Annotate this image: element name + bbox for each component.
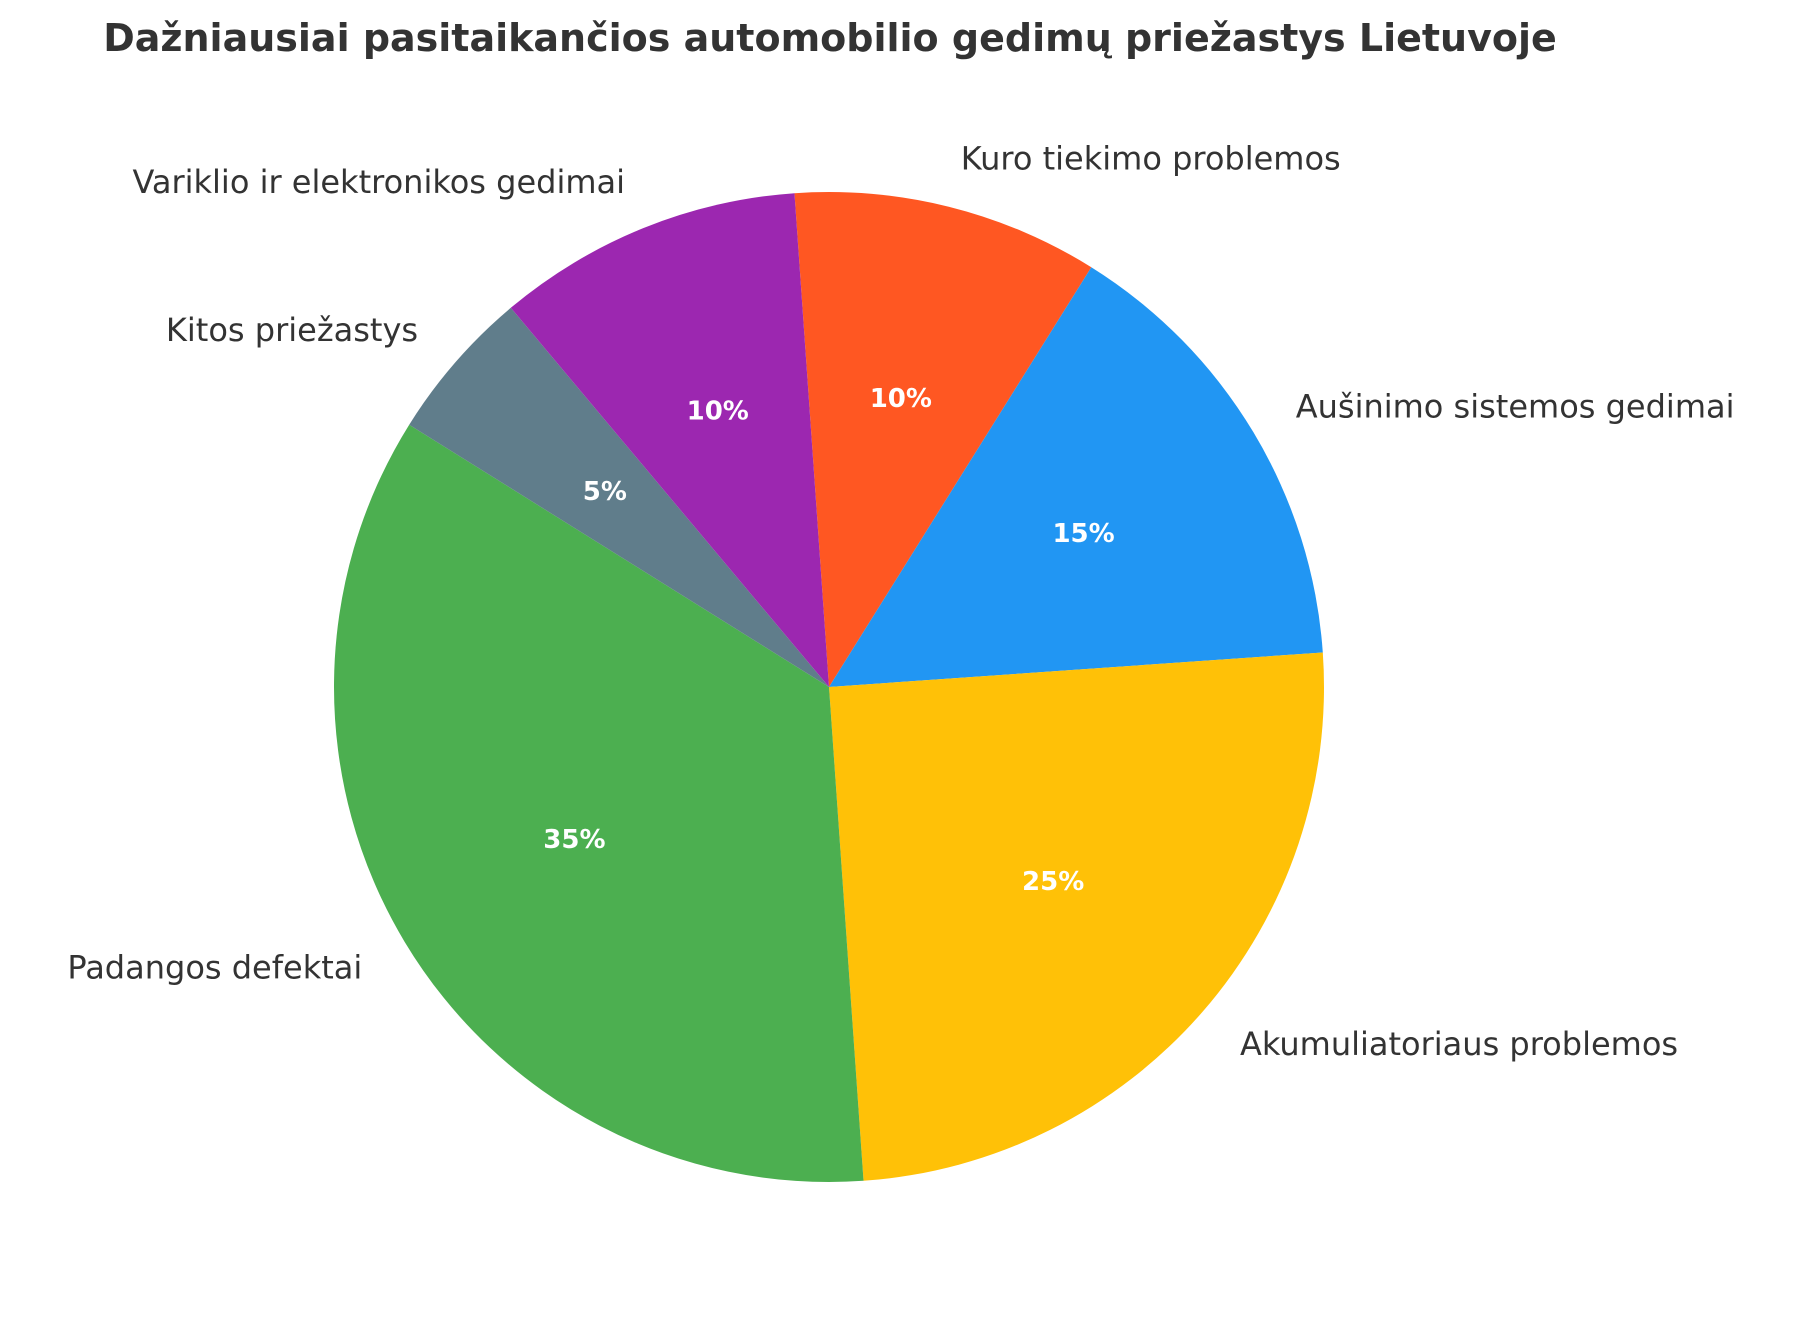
slice-label-variklio-ir-elektronikos-gedimai: Variklio ir elektronikos gedimai bbox=[132, 163, 625, 201]
pie-slice-kitos-priezastys bbox=[409, 307, 829, 687]
pie-slice-variklio-ir-elektronikos-gedimai bbox=[510, 193, 829, 687]
pie-slices bbox=[333, 192, 1324, 1183]
slice-label-padangos-defektai: Padangos defektai bbox=[67, 948, 362, 986]
pie-slice-padangos-defektai bbox=[333, 424, 864, 1183]
percent-label-kuro-tiekimo-problemos: 10% bbox=[870, 384, 932, 414]
slice-label-kitos-priezastys: Kitos priežastys bbox=[166, 311, 418, 349]
chart-title: Dažniausiai pasitaikančios automobilio g… bbox=[103, 16, 1557, 60]
percent-labels: 10% 15% 25% 35% 5% 10% bbox=[543, 384, 1114, 897]
percent-label-kitos-priezastys: 5% bbox=[583, 477, 627, 507]
pie-slice-ausinimo-sistemos-gedimai bbox=[829, 267, 1323, 687]
slice-label-ausinimo-sistemos-gedimai: Aušinimo sistemos gedimai bbox=[1296, 388, 1735, 426]
slice-label-kuro-tiekimo-problemos: Kuro tiekimo problemos bbox=[961, 140, 1341, 178]
pie-slice-akumuliatoriaus-problemos bbox=[829, 652, 1324, 1181]
slice-labels: Kuro tiekimo problemos Aušinimo sistemos … bbox=[67, 140, 1734, 1064]
pie-slice-kuro-tiekimo-problemos bbox=[794, 192, 1092, 687]
percent-label-akumuliatoriaus-problemos: 25% bbox=[1022, 867, 1084, 897]
percent-label-variklio-ir-elektronikos-gedimai: 10% bbox=[687, 397, 749, 427]
percent-label-ausinimo-sistemos-gedimai: 15% bbox=[1052, 519, 1114, 549]
slice-label-akumuliatoriaus-problemos: Akumuliatoriaus problemos bbox=[1240, 1025, 1678, 1063]
percent-label-padangos-defektai: 35% bbox=[543, 825, 605, 855]
